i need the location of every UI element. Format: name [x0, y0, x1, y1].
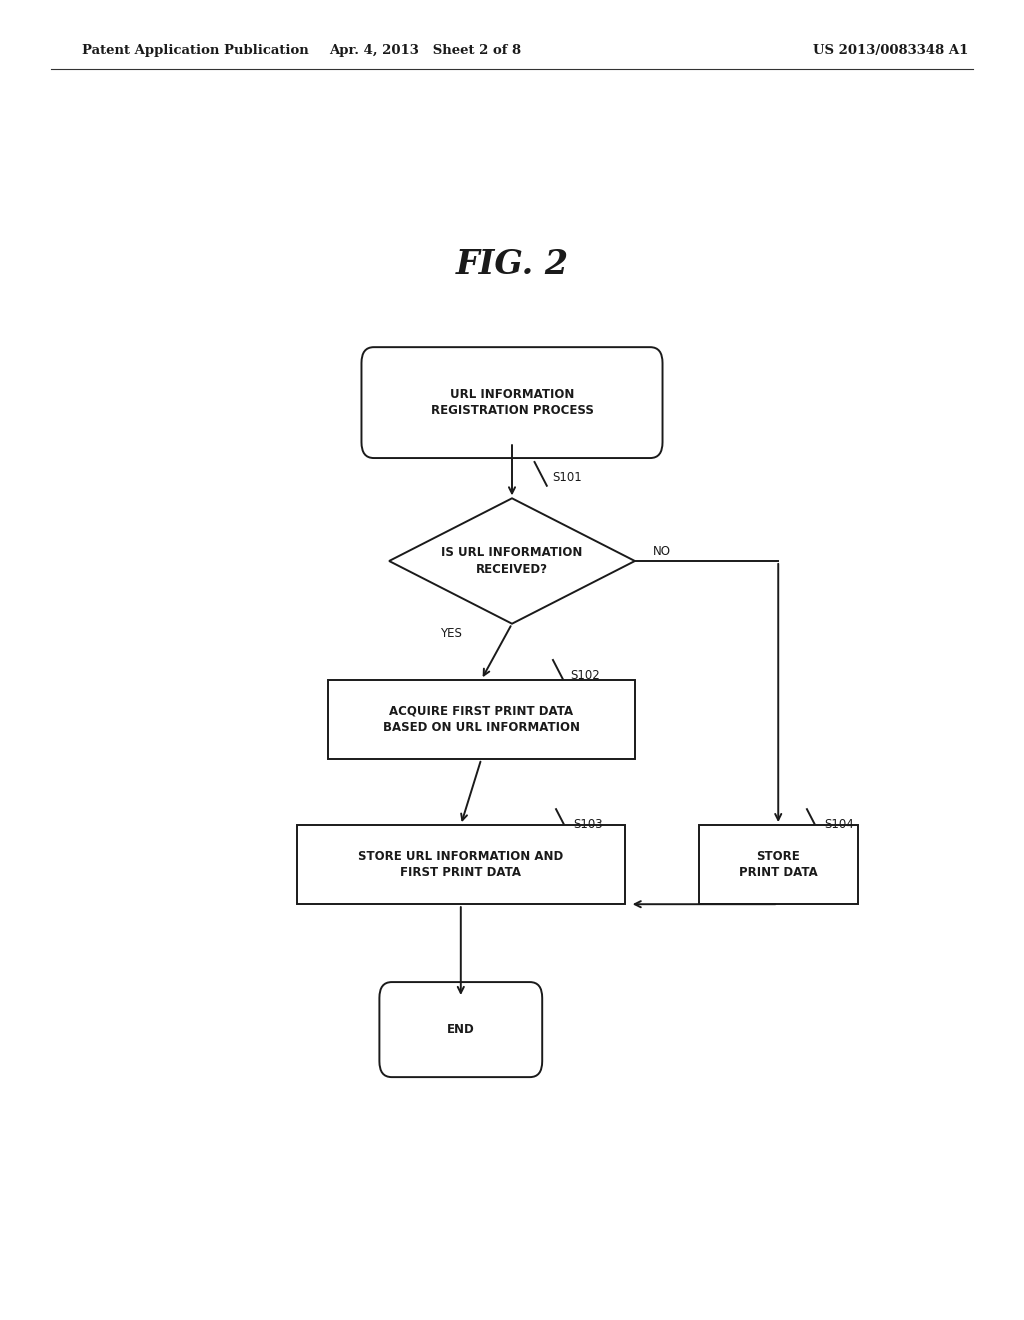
Polygon shape [389, 499, 635, 624]
Text: STORE URL INFORMATION AND
FIRST PRINT DATA: STORE URL INFORMATION AND FIRST PRINT DA… [358, 850, 563, 879]
Text: S101: S101 [552, 471, 582, 484]
Text: S103: S103 [573, 818, 603, 832]
Text: Apr. 4, 2013   Sheet 2 of 8: Apr. 4, 2013 Sheet 2 of 8 [329, 44, 521, 57]
Bar [328, 680, 635, 759]
Text: END: END [446, 1023, 475, 1036]
Bar [297, 825, 625, 904]
Text: IS URL INFORMATION
RECEIVED?: IS URL INFORMATION RECEIVED? [441, 546, 583, 576]
Text: S102: S102 [570, 669, 600, 682]
Text: STORE
PRINT DATA: STORE PRINT DATA [739, 850, 817, 879]
Text: US 2013/0083348 A1: US 2013/0083348 A1 [813, 44, 969, 57]
Text: FIG. 2: FIG. 2 [456, 248, 568, 281]
FancyBboxPatch shape [361, 347, 663, 458]
Bar [698, 825, 858, 904]
Text: NO: NO [653, 545, 672, 558]
FancyBboxPatch shape [379, 982, 543, 1077]
Text: S104: S104 [824, 818, 854, 832]
Text: URL INFORMATION
REGISTRATION PROCESS: URL INFORMATION REGISTRATION PROCESS [430, 388, 594, 417]
Text: YES: YES [439, 627, 462, 640]
Text: ACQUIRE FIRST PRINT DATA
BASED ON URL INFORMATION: ACQUIRE FIRST PRINT DATA BASED ON URL IN… [383, 705, 580, 734]
Text: Patent Application Publication: Patent Application Publication [82, 44, 308, 57]
